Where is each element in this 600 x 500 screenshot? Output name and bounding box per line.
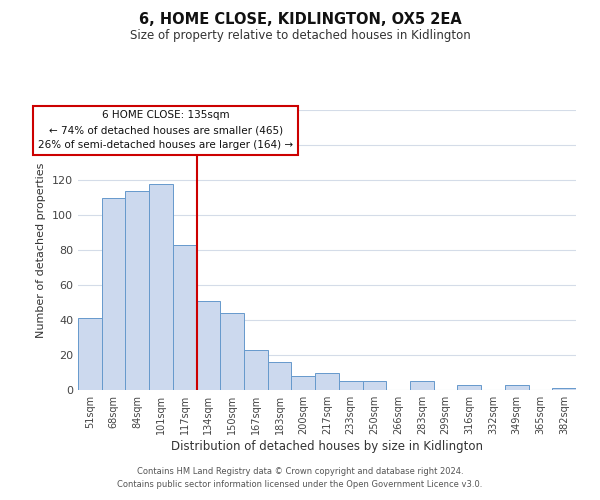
Y-axis label: Number of detached properties: Number of detached properties	[37, 162, 46, 338]
Bar	[197, 300, 220, 390]
Text: 6, HOME CLOSE, KIDLINGTON, OX5 2EA: 6, HOME CLOSE, KIDLINGTON, OX5 2EA	[139, 12, 461, 28]
Bar	[505, 385, 529, 390]
Bar	[244, 350, 268, 390]
Bar	[457, 385, 481, 390]
Bar	[220, 313, 244, 390]
Bar	[410, 381, 434, 390]
Bar	[268, 362, 292, 390]
Text: Size of property relative to detached houses in Kidlington: Size of property relative to detached ho…	[130, 29, 470, 42]
Text: Contains public sector information licensed under the Open Government Licence v3: Contains public sector information licen…	[118, 480, 482, 489]
Bar	[552, 388, 576, 390]
X-axis label: Distribution of detached houses by size in Kidlington: Distribution of detached houses by size …	[171, 440, 483, 453]
Bar	[78, 318, 102, 390]
Text: Contains HM Land Registry data © Crown copyright and database right 2024.: Contains HM Land Registry data © Crown c…	[137, 467, 463, 476]
Bar	[315, 372, 339, 390]
Bar	[362, 381, 386, 390]
Bar	[292, 376, 315, 390]
Text: 6 HOME CLOSE: 135sqm
← 74% of detached houses are smaller (465)
26% of semi-deta: 6 HOME CLOSE: 135sqm ← 74% of detached h…	[38, 110, 293, 150]
Bar	[149, 184, 173, 390]
Bar	[173, 244, 197, 390]
Bar	[125, 190, 149, 390]
Bar	[102, 198, 125, 390]
Bar	[339, 381, 362, 390]
